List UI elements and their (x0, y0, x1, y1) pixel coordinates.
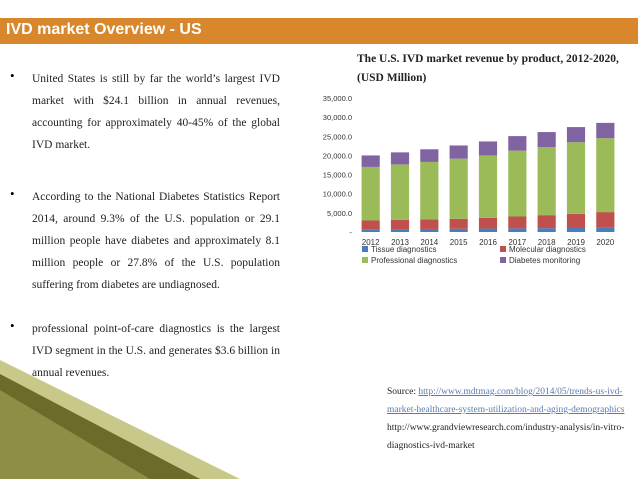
stacked-bar-chart: - 5,000.0 10,000.0 15,000.0 20,000.0 25,000.0… (323, 94, 615, 265)
bar-segment (449, 145, 468, 159)
bar-segment (596, 212, 615, 228)
bar-segment (508, 136, 527, 151)
bar-segment (390, 229, 410, 232)
source-label: Source: (387, 387, 419, 397)
decorative-stripe (0, 360, 240, 479)
bullet-text: professional point-of-care diagnostics i… (32, 323, 280, 379)
bullet-text: United States is still by far the world’… (32, 73, 280, 151)
bar-segment (566, 227, 586, 232)
legend-swatch (500, 257, 506, 263)
legend-swatch (500, 246, 506, 252)
slide-title: IVD market Overview - US (6, 21, 202, 38)
bar-segment (596, 122, 615, 139)
bar-segment (508, 216, 527, 229)
source-link-mdtmag[interactable]: http://www.mdtmag.com/blog/2014/05/trend… (387, 387, 625, 415)
bar-segment (537, 215, 556, 229)
y-tick-label: 20,000.0 (323, 151, 352, 160)
bar-segment (361, 155, 380, 167)
legend-label: Diabetes monitoring (509, 256, 580, 265)
bar-segment (390, 152, 410, 165)
legend-label: Professional diagnostics (371, 256, 457, 265)
bar-segment (420, 228, 439, 232)
bar-segment (449, 158, 468, 219)
y-tick-label: 25,000.0 (323, 132, 352, 141)
bullet-icon: • (10, 186, 15, 201)
x-tick-label: 2014 (420, 238, 438, 247)
bar-segment (478, 228, 498, 232)
bar-segment (420, 161, 439, 220)
legend-swatch (362, 246, 368, 252)
bar-segment (508, 228, 527, 232)
y-tick-label: 35,000.0 (323, 94, 352, 103)
bar-segment (478, 141, 498, 156)
legend-label: Molecular diagnostics (509, 245, 586, 254)
y-tick-label: - (350, 228, 353, 237)
bar-segment (508, 150, 527, 217)
bar-segment (449, 218, 468, 229)
bullet-icon: • (10, 318, 15, 333)
bar-segment (420, 149, 439, 162)
bar-segment (596, 227, 615, 232)
x-tick-label: 2016 (479, 238, 497, 247)
x-tick-label: 2015 (450, 238, 468, 247)
bar-segment (537, 147, 556, 216)
legend-swatch (362, 257, 368, 263)
source-link-grandview: http://www.grandviewresearch.com/industr… (387, 423, 625, 451)
y-tick-label: 10,000.0 (323, 190, 352, 199)
bar-segment (566, 213, 586, 228)
stripe-mid (0, 390, 150, 479)
bar-segment (596, 138, 615, 213)
source-notes: Source: http://www.mdtmag.com/blog/2014/… (387, 383, 637, 455)
y-tick-label: 30,000.0 (323, 113, 352, 122)
x-tick-label: 2020 (596, 238, 614, 247)
bar-segment (566, 142, 586, 214)
y-tick-label: 5,000.0 (327, 209, 352, 218)
bar-segment (478, 217, 498, 229)
bar-segment (361, 229, 380, 232)
bar-segment (361, 166, 380, 221)
x-tick-label: 2012 (362, 238, 380, 247)
x-tick-label: 2017 (508, 238, 526, 247)
bullet-icon: • (10, 68, 15, 83)
legend-label: Tissue diagnostics (371, 245, 437, 254)
y-tick-label: 15,000.0 (323, 171, 352, 180)
bar-segment (478, 155, 498, 218)
title-bar: IVD market Overview - US (0, 18, 638, 44)
bar-segment (361, 220, 380, 230)
chart-title: The U.S. IVD market revenue by product, … (357, 53, 619, 84)
bar-segment (537, 132, 556, 148)
bar-segment (537, 228, 556, 232)
bar-segment (390, 164, 410, 220)
bullet-text: According to the National Diabetes Stati… (32, 191, 280, 291)
bar-segment (390, 219, 410, 230)
bar-segment (566, 127, 586, 143)
bar-segment (449, 228, 468, 232)
bar-segment (420, 219, 439, 229)
x-tick-label: 2019 (567, 238, 585, 247)
x-tick-label: 2018 (538, 238, 556, 247)
x-tick-label: 2013 (391, 238, 409, 247)
